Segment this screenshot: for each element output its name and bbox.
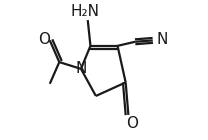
Text: O: O	[126, 116, 139, 131]
Text: H₂N: H₂N	[71, 4, 100, 19]
Text: N: N	[156, 32, 167, 47]
Text: N: N	[76, 61, 87, 76]
Text: O: O	[38, 32, 50, 47]
